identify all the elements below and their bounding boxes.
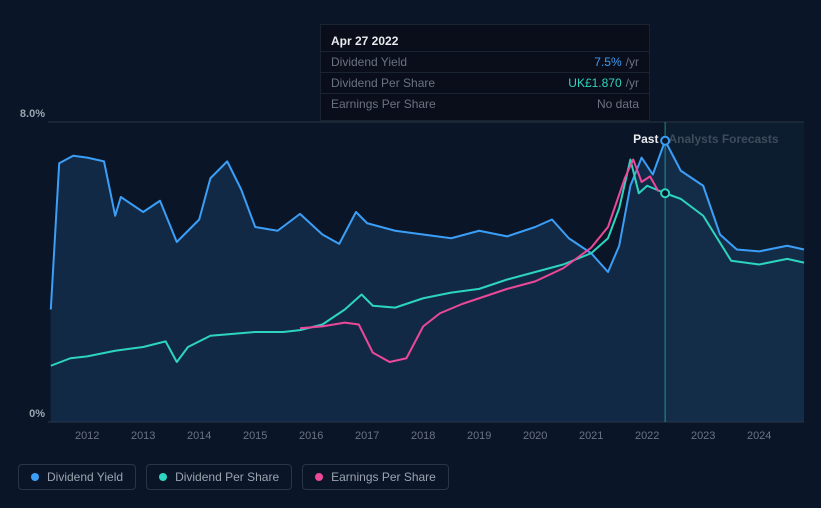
x-tick: 2015 (243, 430, 267, 442)
tooltip-row-label: Dividend Yield (331, 55, 407, 69)
x-tick: 2012 (75, 430, 99, 442)
tooltip-row-value: UK£1.870/yr (568, 76, 639, 90)
chart-container: Apr 27 2022 Dividend Yield7.5%/yrDividen… (0, 0, 821, 508)
x-tick: 2023 (691, 430, 715, 442)
legend-item[interactable]: Earnings Per Share (302, 464, 449, 490)
legend: Dividend Yield Dividend Per Share Earnings… (18, 464, 449, 490)
legend-label: Dividend Per Share (175, 470, 279, 484)
tooltip-row: Earnings Per Share No data (321, 93, 649, 114)
legend-label: Earnings Per Share (331, 470, 436, 484)
legend-dot (315, 473, 323, 481)
tooltip-row: Dividend Yield 7.5%/yr (321, 51, 649, 72)
legend-dot (159, 473, 167, 481)
legend-item[interactable]: Dividend Yield (18, 464, 136, 490)
tooltip-row-label: Dividend Per Share (331, 76, 435, 90)
x-tick: 2014 (187, 430, 211, 442)
x-tick: 2017 (355, 430, 379, 442)
hover-tooltip: Apr 27 2022 Dividend Yield7.5%/yrDividen… (320, 24, 650, 121)
tooltip-row-value: 7.5%/yr (594, 55, 639, 69)
tooltip-row: Dividend Per Share UK£1.870/yr (321, 72, 649, 93)
legend-label: Dividend Yield (47, 470, 123, 484)
x-tick: 2021 (579, 430, 603, 442)
legend-dot (31, 473, 39, 481)
y-tick-min: 0% (5, 408, 45, 420)
x-tick: 2022 (635, 430, 659, 442)
x-tick: 2016 (299, 430, 323, 442)
legend-item[interactable]: Dividend Per Share (146, 464, 292, 490)
x-tick: 2019 (467, 430, 491, 442)
tooltip-date: Apr 27 2022 (321, 31, 649, 51)
hover-marker (661, 137, 669, 145)
chart-plot[interactable] (48, 122, 804, 422)
x-tick: 2013 (131, 430, 155, 442)
x-tick: 2024 (747, 430, 771, 442)
tooltip-row-label: Earnings Per Share (331, 97, 436, 111)
y-tick-max: 8.0% (5, 108, 45, 120)
x-tick: 2018 (411, 430, 435, 442)
hover-marker (661, 189, 669, 197)
x-tick: 2020 (523, 430, 547, 442)
tooltip-row-value: No data (597, 97, 639, 111)
